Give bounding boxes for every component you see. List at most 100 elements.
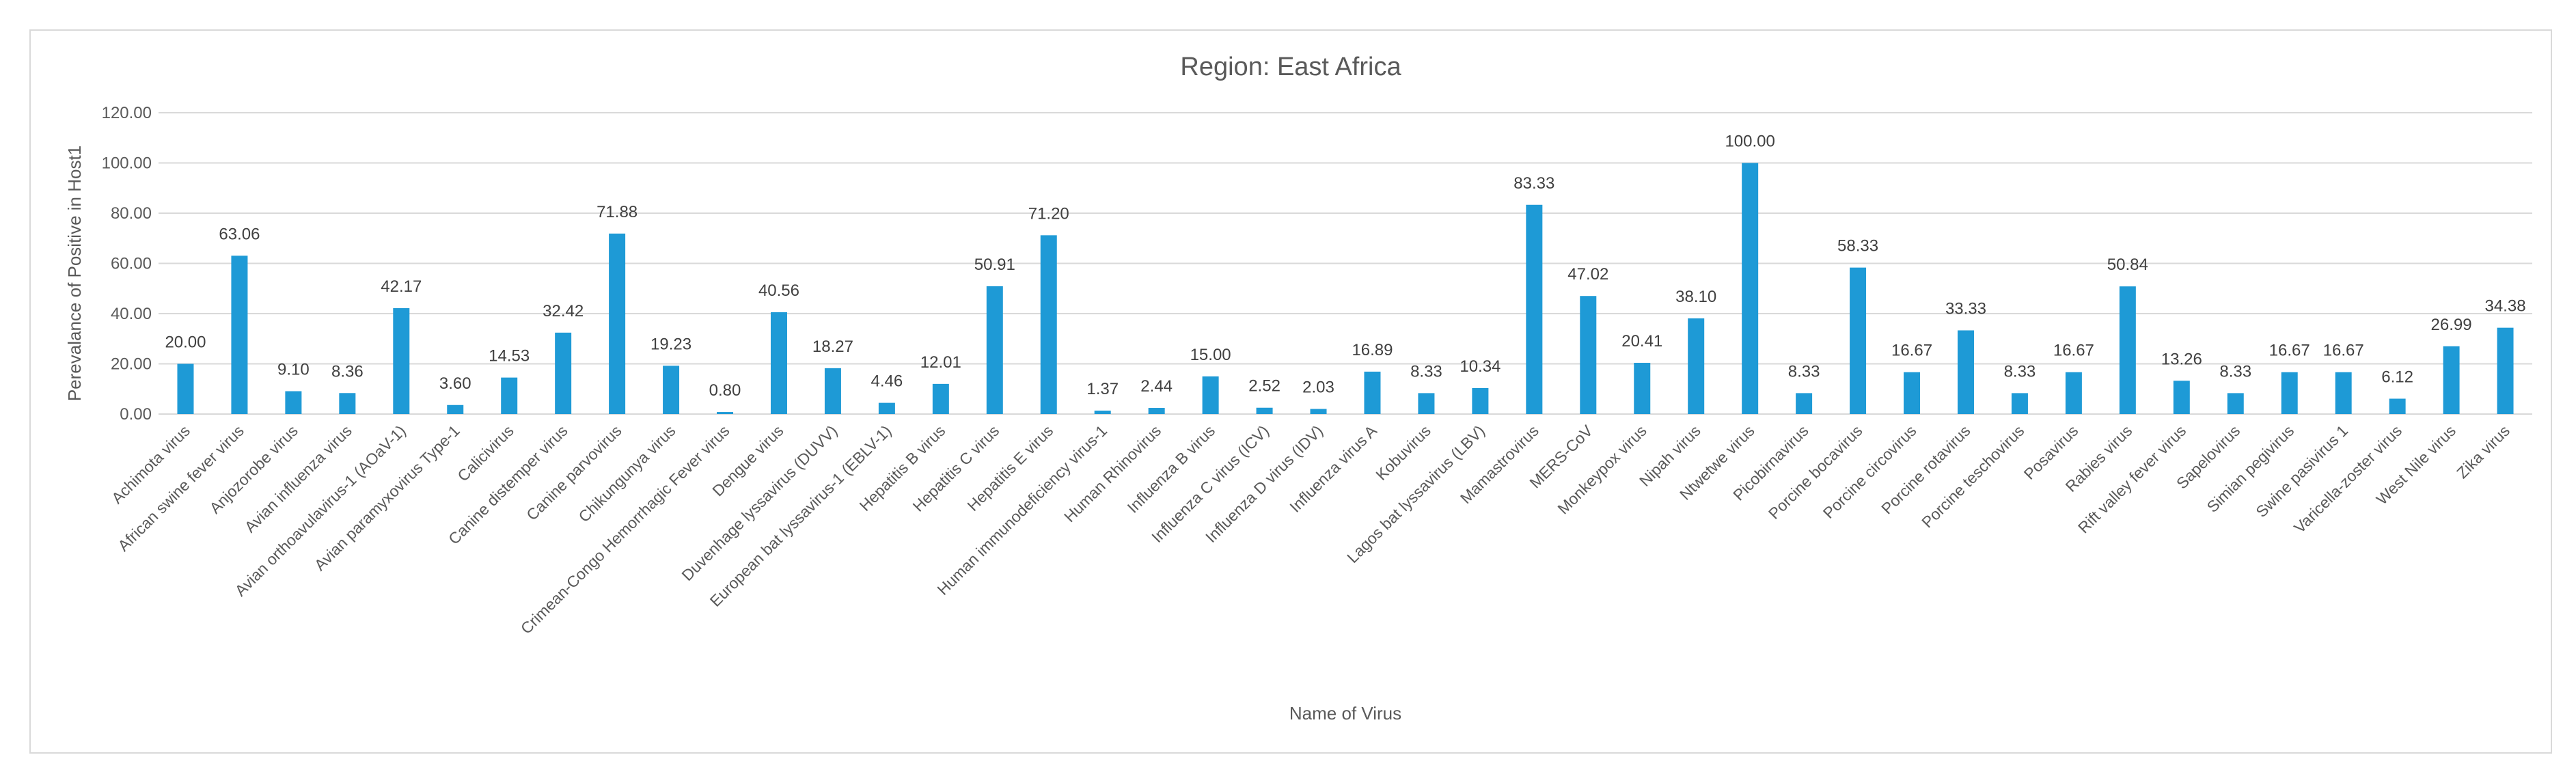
data-label: 32.42 [543, 302, 584, 320]
bar [177, 363, 194, 414]
data-label: 16.67 [2323, 342, 2364, 360]
data-label: 47.02 [1567, 265, 1608, 284]
bar [1040, 235, 1057, 414]
bar [2119, 286, 2136, 414]
data-label: 16.67 [2269, 342, 2310, 360]
bar [717, 412, 734, 414]
data-label: 8.33 [2219, 362, 2251, 381]
data-label: 12.01 [920, 353, 961, 372]
bar [555, 332, 572, 414]
bar [824, 368, 841, 414]
data-label: 4.46 [871, 372, 903, 391]
bar [1634, 362, 1651, 414]
data-label: 10.34 [1460, 357, 1501, 376]
data-label: 14.53 [489, 347, 530, 366]
bar [878, 402, 895, 414]
data-label: 16.89 [1352, 341, 1393, 359]
bar [1526, 204, 1543, 414]
data-label: 58.33 [1837, 237, 1878, 256]
bar [986, 286, 1003, 414]
data-label: 71.20 [1028, 204, 1069, 223]
bar [285, 391, 302, 414]
data-label: 71.88 [597, 203, 638, 221]
bar [1202, 376, 1219, 414]
y-tick-label: 120.00 [102, 104, 152, 122]
data-label: 8.33 [1410, 362, 1442, 381]
data-label: 19.23 [650, 335, 691, 353]
bar [1472, 388, 1489, 414]
bar [932, 383, 949, 414]
data-label: 18.27 [812, 338, 853, 356]
bar [1850, 267, 1867, 414]
data-label: 16.67 [2053, 342, 2094, 360]
data-label: 42.17 [381, 277, 422, 296]
bar [2497, 327, 2514, 414]
y-tick-label: 20.00 [111, 355, 152, 374]
data-label: 100.00 [1725, 133, 1775, 151]
bar [231, 256, 248, 414]
bar [501, 377, 518, 414]
data-label: 2.52 [1248, 377, 1280, 396]
bar [1256, 407, 1273, 414]
data-label: 2.44 [1140, 377, 1173, 396]
bar [1796, 393, 1813, 414]
data-label: 40.56 [758, 281, 799, 300]
bar [2389, 398, 2406, 414]
data-label: 8.33 [2004, 362, 2036, 381]
bar [1688, 318, 1705, 414]
y-tick-label: 60.00 [111, 255, 152, 273]
bar [1957, 330, 1974, 414]
bar [770, 312, 787, 414]
data-labels: 20.00 63.06 9.10 8.36 42.17 3.60 14.53 32.42 71.… [165, 133, 2525, 400]
data-label: 0.80 [709, 381, 741, 400]
bar [609, 233, 626, 414]
bar [2443, 346, 2460, 414]
data-label: 2.03 [1302, 379, 1334, 397]
bar [2173, 381, 2190, 414]
data-label: 13.26 [2161, 350, 2202, 368]
data-label: 50.91 [974, 256, 1015, 274]
gridlines [159, 112, 2532, 415]
bar [1310, 409, 1327, 414]
data-label: 20.41 [1621, 332, 1662, 351]
data-label: 16.67 [1891, 342, 1932, 360]
bar [2227, 393, 2244, 414]
bar [1580, 296, 1597, 414]
data-label: 1.37 [1086, 380, 1119, 398]
bar [2335, 372, 2352, 414]
x-axis-title: Name of Virus [1289, 703, 1401, 724]
data-label: 33.33 [1945, 300, 1986, 318]
data-label: 6.12 [2381, 368, 2413, 387]
data-label: 34.38 [2484, 297, 2525, 316]
data-label: 8.36 [331, 362, 364, 381]
data-label: 8.33 [1788, 362, 1820, 381]
data-label: 38.10 [1675, 288, 1716, 306]
data-label: 50.84 [2107, 256, 2148, 274]
y-axis-title: Perevalance of Positive in Host1 [64, 146, 85, 401]
data-label: 15.00 [1190, 346, 1231, 364]
data-label: 3.60 [439, 374, 471, 393]
bar [1904, 372, 1921, 414]
y-tick-label: 80.00 [111, 204, 152, 223]
bar [1148, 408, 1165, 414]
y-tick-label: 0.00 [120, 405, 152, 424]
y-axis-ticks: 0.00 20.00 40.00 60.00 80.00 100.00 120.00 [102, 104, 152, 424]
bars [177, 163, 2514, 414]
data-label: 20.00 [165, 333, 206, 352]
bar [1364, 371, 1381, 414]
bar [1418, 393, 1435, 414]
bar [1094, 410, 1111, 414]
bar [1742, 163, 1759, 414]
data-label: 83.33 [1513, 174, 1554, 193]
y-tick-label: 100.00 [102, 154, 152, 173]
data-label: 9.10 [277, 361, 310, 379]
bar [339, 393, 356, 414]
chart-title: Region: East Africa [1180, 53, 1401, 81]
bar [663, 366, 680, 414]
bar [2065, 372, 2082, 414]
bar [2281, 372, 2298, 414]
data-label: 26.99 [2431, 316, 2472, 334]
data-label: 63.06 [219, 225, 260, 243]
y-tick-label: 40.00 [111, 305, 152, 323]
